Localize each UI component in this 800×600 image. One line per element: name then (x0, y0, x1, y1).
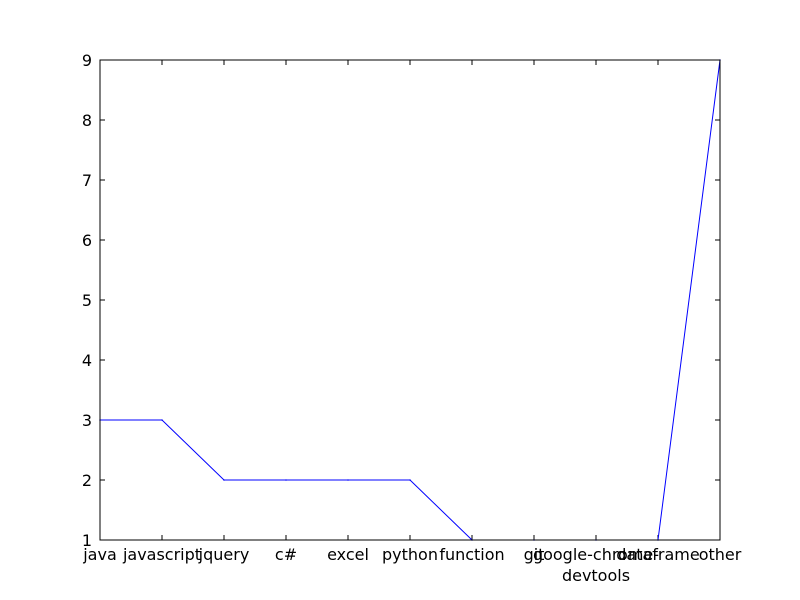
x-tick-label: c# (275, 545, 297, 564)
data-point (223, 479, 225, 481)
x-tick-label: function (439, 545, 504, 564)
y-tick-label: 4 (82, 351, 92, 370)
x-tick-label: dataframe (616, 545, 699, 564)
data-point (161, 419, 163, 421)
x-tick-label: google-chrome-devtools (533, 545, 659, 585)
x-tick-label: javascript (122, 545, 201, 564)
x-tick-label: python (382, 545, 438, 564)
y-tick-label: 8 (82, 111, 92, 130)
y-tick-label: 5 (82, 291, 92, 310)
plot-area (100, 60, 720, 540)
y-tick-label: 7 (82, 171, 92, 190)
x-tick-label: other (699, 545, 742, 564)
y-tick-label: 1 (82, 531, 92, 550)
x-tick-label: excel (327, 545, 369, 564)
x-tick-label: java (82, 545, 117, 564)
y-tick-label: 2 (82, 471, 92, 490)
x-tick-label: git (524, 545, 545, 564)
data-point (409, 479, 411, 481)
x-tick-label: jquery (198, 545, 250, 564)
data-point (347, 479, 349, 481)
y-tick-label: 6 (82, 231, 92, 250)
plot-frame (99, 59, 721, 541)
y-tick-label: 3 (82, 411, 92, 430)
y-tick-label: 9 (82, 51, 92, 70)
data-point (285, 479, 287, 481)
